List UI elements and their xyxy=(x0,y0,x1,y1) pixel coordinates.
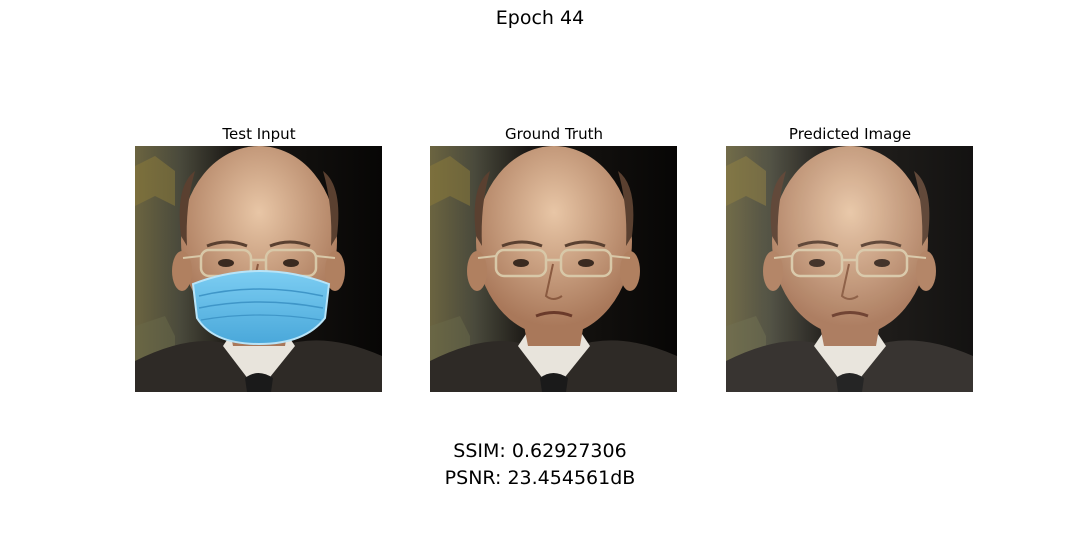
panel-predicted-image: Predicted Image xyxy=(726,124,974,392)
panel-title: Ground Truth xyxy=(505,125,603,143)
ssim-text: SSIM: 0.62927306 xyxy=(453,440,627,462)
panel-title: Predicted Image xyxy=(788,125,912,143)
psnr-text: PSNR: 23.454561dB xyxy=(444,467,636,489)
ground-truth-image xyxy=(430,146,677,392)
predicted-image xyxy=(726,146,973,392)
panel-test-input: Test Input xyxy=(135,124,383,392)
panel-ground-truth: Ground Truth xyxy=(430,124,678,392)
figure-title: Epoch 44 xyxy=(495,7,585,29)
surgical-mask xyxy=(191,270,331,346)
test-input-image xyxy=(135,146,382,392)
panel-title: Test Input xyxy=(222,125,296,143)
